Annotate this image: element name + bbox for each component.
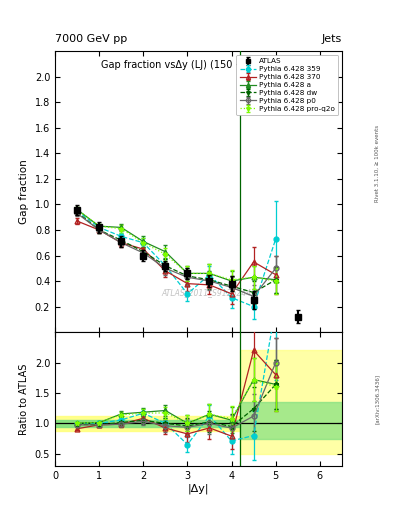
Text: ATLAS_2011_S9126244: ATLAS_2011_S9126244 xyxy=(161,289,251,297)
Text: Jets: Jets xyxy=(321,33,342,44)
Text: Gap fraction vsΔy (LJ) (150 < pT < 180): Gap fraction vsΔy (LJ) (150 < pT < 180) xyxy=(101,59,296,70)
Y-axis label: Gap fraction: Gap fraction xyxy=(19,159,29,224)
Text: [arXiv:1306.3436]: [arXiv:1306.3436] xyxy=(375,374,380,424)
Text: 7000 GeV pp: 7000 GeV pp xyxy=(55,33,127,44)
Y-axis label: Ratio to ATLAS: Ratio to ATLAS xyxy=(19,364,29,435)
X-axis label: |Δy|: |Δy| xyxy=(188,483,209,494)
Text: Rivet 3.1.10, ≥ 100k events: Rivet 3.1.10, ≥ 100k events xyxy=(375,125,380,202)
Legend: ATLAS, Pythia 6.428 359, Pythia 6.428 370, Pythia 6.428 a, Pythia 6.428 dw, Pyth: ATLAS, Pythia 6.428 359, Pythia 6.428 37… xyxy=(237,55,338,115)
